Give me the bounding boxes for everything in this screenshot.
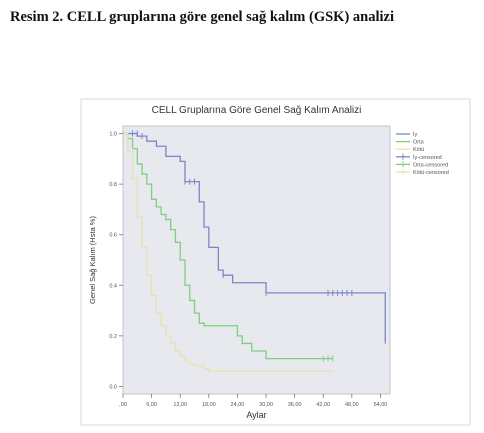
- legend-label: Orta-censored: [413, 162, 448, 168]
- x-tick-label: 12,00: [173, 402, 187, 408]
- legend-label: İy: [413, 131, 418, 138]
- series-line-2: [123, 132, 333, 372]
- figure-caption: Resim 2. CELL gruplarına göre genel sağ …: [10, 9, 394, 25]
- x-tick-label: 30,00: [259, 402, 273, 408]
- legend-label: Kötü-censored: [413, 170, 449, 176]
- plot-area: [122, 125, 391, 395]
- chart-title: CELL Gruplarına Göre Genel Sağ Kalım Ana…: [152, 105, 362, 116]
- y-axis-label: Genel Sağ Kalım (Hsta %): [88, 216, 97, 304]
- y-tick-label: 0.6: [109, 233, 117, 239]
- y-tick-label: 0.4: [109, 283, 117, 289]
- x-tick-label: ,00: [119, 402, 127, 408]
- series-line-1: [123, 132, 333, 360]
- legend-label: Orta: [413, 140, 425, 146]
- x-tick-label: 6,00: [146, 402, 157, 408]
- x-tick-label: 42,00: [316, 402, 330, 408]
- x-tick-label: 18,00: [202, 402, 216, 408]
- x-axis-label: Aylar: [246, 410, 266, 420]
- legend-label: İy-censored: [413, 154, 442, 161]
- x-tick-label: 48,00: [345, 402, 359, 408]
- x-tick-label: 36,00: [288, 402, 302, 408]
- y-tick-label: 0.0: [109, 384, 117, 390]
- legend-label: Kötü: [413, 147, 424, 153]
- series-line-0: [123, 132, 386, 341]
- x-tick-label: 24,00: [231, 402, 245, 408]
- y-tick-label: 0.8: [109, 182, 117, 188]
- y-tick-label: 1.0: [109, 132, 117, 138]
- x-tick-label: 54,00: [374, 402, 388, 408]
- y-tick-label: 0.2: [109, 334, 117, 340]
